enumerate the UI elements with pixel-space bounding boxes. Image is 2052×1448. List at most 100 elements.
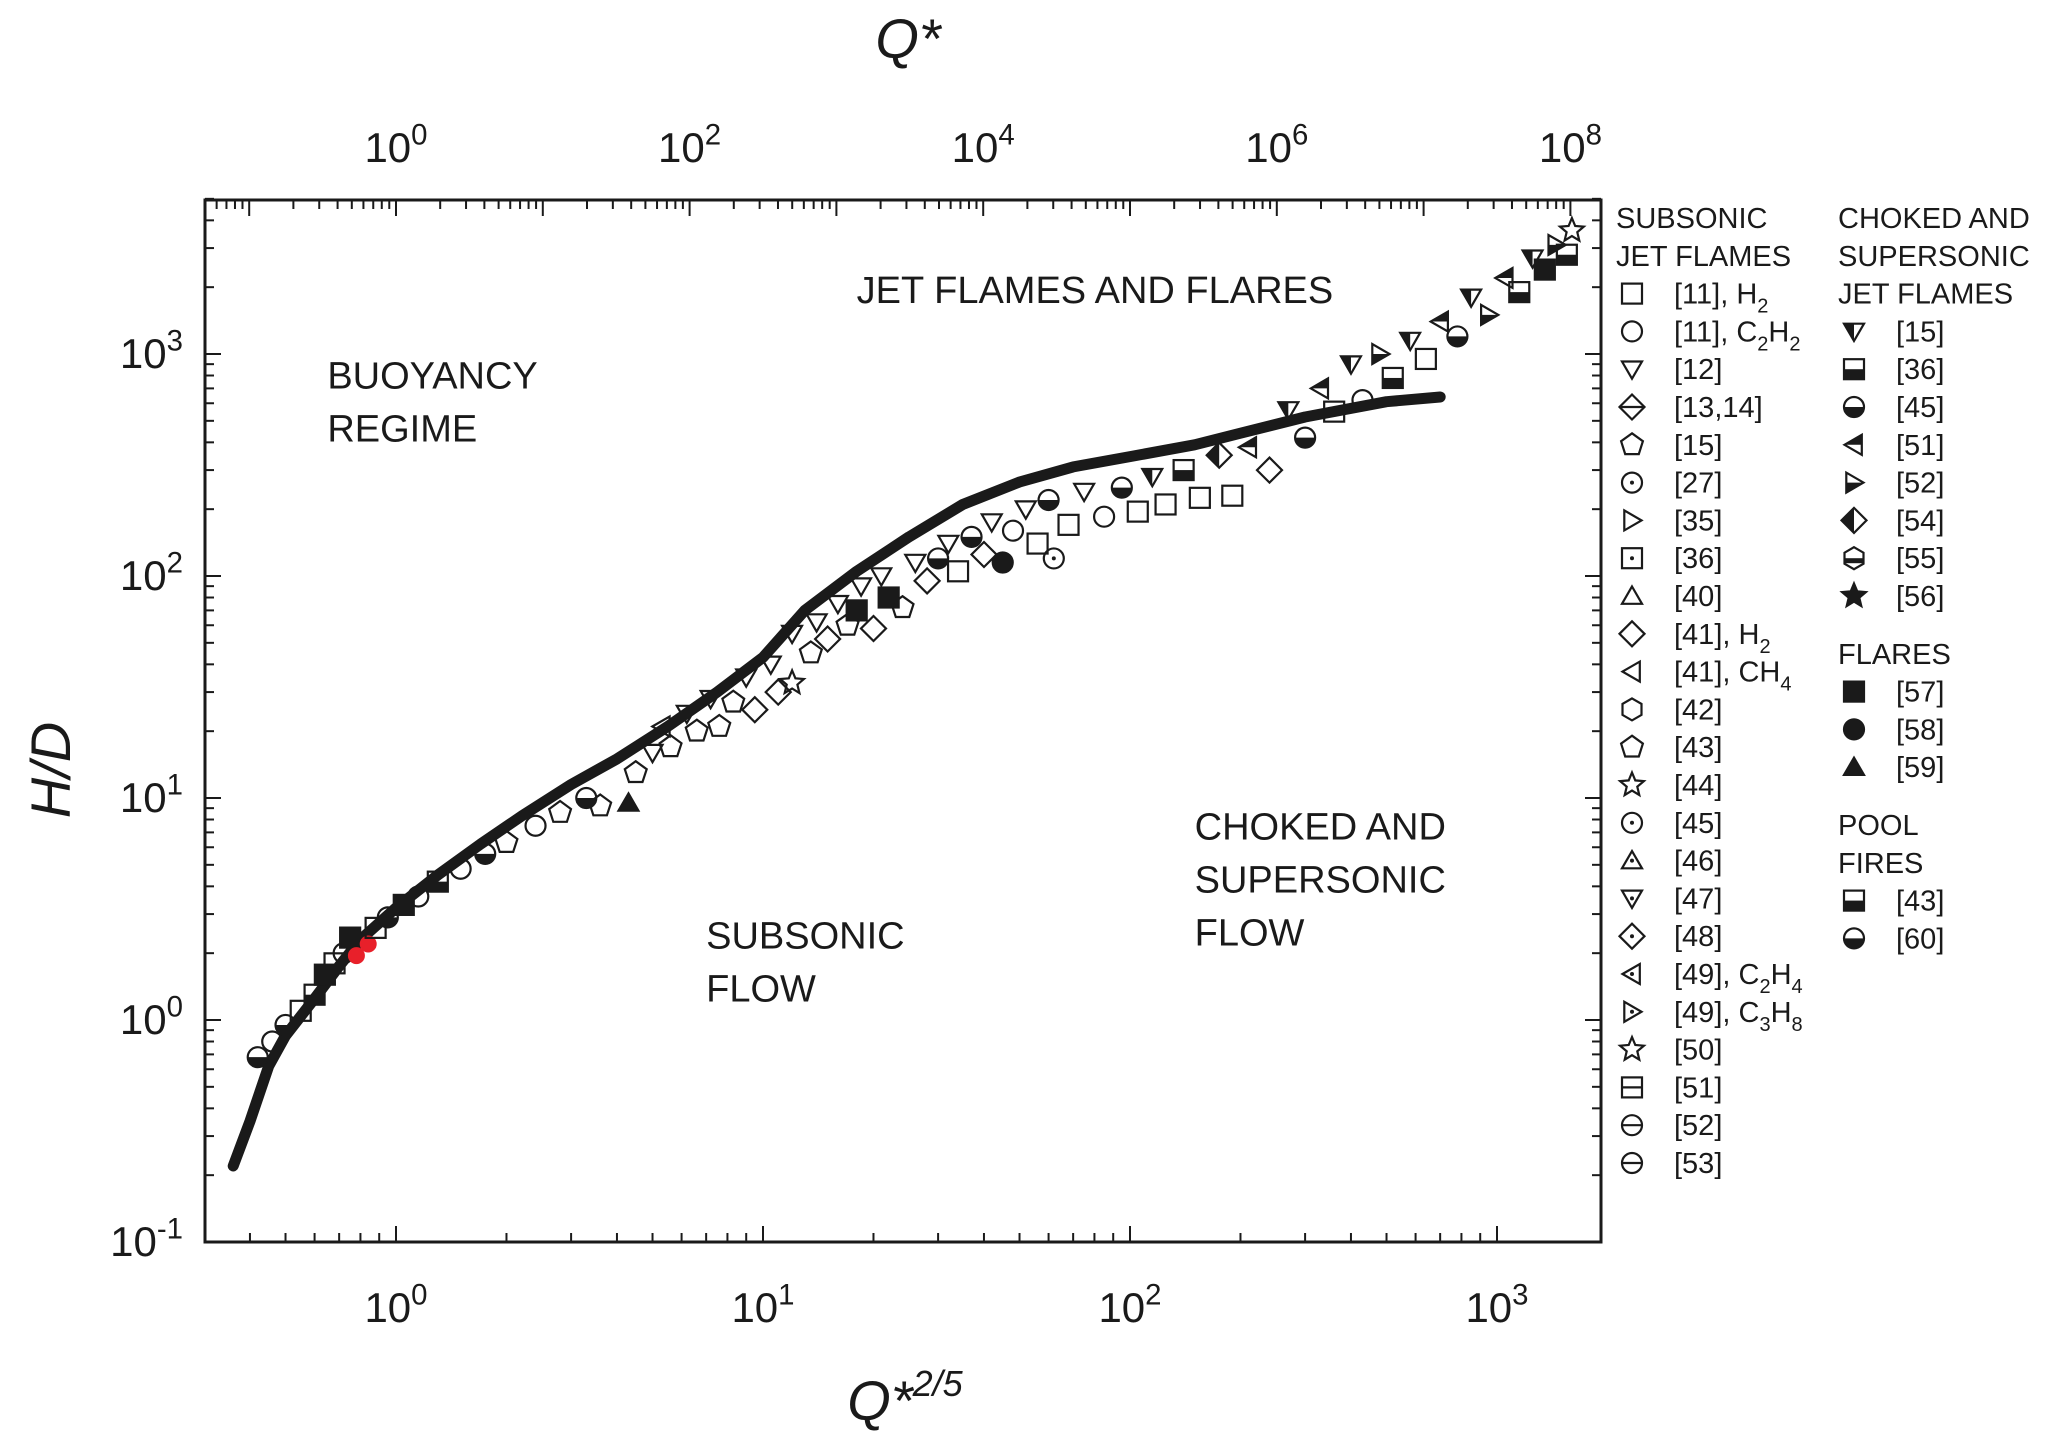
legend-group-title: POOL — [1838, 810, 1919, 842]
marker-triangle-right — [1623, 999, 1644, 1024]
data-point — [1013, 500, 1038, 521]
marker-diamond — [1205, 441, 1234, 470]
data-point — [524, 814, 547, 837]
legend-entry-text: [46] — [1674, 846, 1722, 878]
legend-marker — [1839, 506, 1869, 535]
marker-pentagon — [494, 829, 519, 854]
legend-group-title: SUPERSONIC — [1838, 241, 2030, 273]
marker-circle — [407, 885, 430, 908]
tick-base: 10 — [1465, 1284, 1512, 1331]
legend-text: [45] — [1674, 808, 1722, 840]
marker-red-circle — [359, 935, 377, 953]
legend-text: [52] — [1896, 468, 1944, 500]
marker-square — [1533, 258, 1556, 281]
legend-entry-text: [12] — [1674, 354, 1722, 386]
marker-dot — [1051, 556, 1056, 561]
y-tick-label: 100 — [120, 990, 183, 1043]
marker-diamond — [1617, 619, 1647, 648]
tick-base: 10 — [658, 124, 705, 171]
marker-circle — [1620, 471, 1644, 494]
marker-diamond — [740, 695, 769, 724]
legend-marker — [1620, 320, 1644, 343]
y-axis-title: H/D — [19, 722, 82, 818]
legend-marker — [1842, 432, 1863, 457]
legend-group-title: SUBSONIC — [1616, 203, 1767, 235]
legend-entry-text: [43] — [1674, 732, 1722, 764]
axis-titles: Q*2/5Q*H/D — [19, 7, 964, 1432]
legend-marker — [1619, 431, 1645, 456]
data-point — [1042, 547, 1065, 570]
marker-pentagon — [721, 689, 746, 713]
legend-entry-text: [47] — [1674, 883, 1722, 915]
marker-triangle — [616, 791, 641, 812]
marker-half — [427, 881, 448, 892]
legend-entry-text: [55] — [1896, 543, 1944, 575]
legend-marker — [1617, 769, 1647, 798]
legend-marker — [1620, 584, 1644, 605]
legend-entry-text: [45] — [1896, 392, 1944, 424]
data-point — [1459, 288, 1484, 309]
legend-marker — [1843, 545, 1865, 571]
data-point — [1428, 309, 1450, 334]
legend-group-title: CHOKED AND — [1838, 203, 2030, 235]
data-point — [859, 614, 888, 643]
marker-square — [1154, 493, 1177, 516]
marker-red-circle — [347, 947, 365, 965]
legend-marker — [1845, 470, 1866, 495]
legend-marker — [1842, 927, 1866, 950]
tick-base: 10 — [364, 124, 411, 171]
legend-marker — [1617, 619, 1647, 648]
data-point — [721, 689, 746, 713]
legend-marker — [1620, 1114, 1644, 1137]
data-point — [869, 567, 894, 588]
data-point — [927, 547, 950, 570]
tick-base: 10 — [120, 330, 167, 377]
legend-text: [44] — [1674, 770, 1722, 802]
legend-subscript: 2 — [1757, 333, 1768, 355]
data-point — [764, 678, 793, 707]
tick-base: 10 — [731, 1284, 778, 1331]
marker-dot — [1630, 896, 1634, 901]
marker-hexagon — [1621, 697, 1643, 722]
marker-half — [1142, 469, 1153, 487]
legend-text: [46] — [1674, 846, 1722, 878]
data-point — [1381, 366, 1404, 390]
marker-square — [1026, 532, 1049, 555]
legend-entry-text: [35] — [1674, 505, 1722, 537]
legend-marker — [1842, 358, 1866, 381]
legend-entry-text: [49], C2H4 — [1674, 959, 1803, 998]
data-point — [274, 1013, 297, 1037]
marker-triangle-down — [1620, 889, 1644, 911]
tick-exponent: 3 — [167, 324, 183, 357]
data-point — [991, 551, 1014, 574]
marker-half — [961, 536, 982, 547]
marker-half — [1400, 332, 1411, 351]
legend-text: [42] — [1674, 694, 1722, 726]
marker-square — [1057, 513, 1080, 536]
legend-text: [54] — [1896, 505, 1944, 537]
marker-triangle-down — [1013, 500, 1038, 521]
marker-triangle-down — [826, 594, 850, 616]
region-label: FLOW — [1195, 913, 1305, 955]
marker-circle — [1001, 519, 1025, 542]
data-point — [1236, 435, 1258, 460]
legend-text: [51] — [1674, 1072, 1722, 1104]
legend-entry-text: [56] — [1896, 581, 1944, 613]
marker-half — [1841, 507, 1854, 533]
legend-entry-text: [42] — [1674, 694, 1722, 726]
legend-text: [50] — [1674, 1035, 1722, 1067]
data-point — [1493, 266, 1514, 290]
marker-half — [1238, 437, 1256, 448]
legend-marker — [1620, 1151, 1644, 1175]
data-point — [936, 534, 961, 556]
legend-entry-text: [40] — [1674, 581, 1722, 613]
region-label: SUPERSONIC — [1195, 860, 1446, 902]
data-point — [1555, 243, 1578, 266]
data-point — [734, 668, 759, 689]
region-label: REGIME — [327, 408, 477, 450]
legend-group-title: FLARES — [1838, 639, 1951, 671]
data-point — [640, 743, 665, 765]
legend-text: [58] — [1896, 714, 1944, 746]
legend-marker — [1842, 395, 1866, 419]
data-point — [740, 695, 769, 724]
